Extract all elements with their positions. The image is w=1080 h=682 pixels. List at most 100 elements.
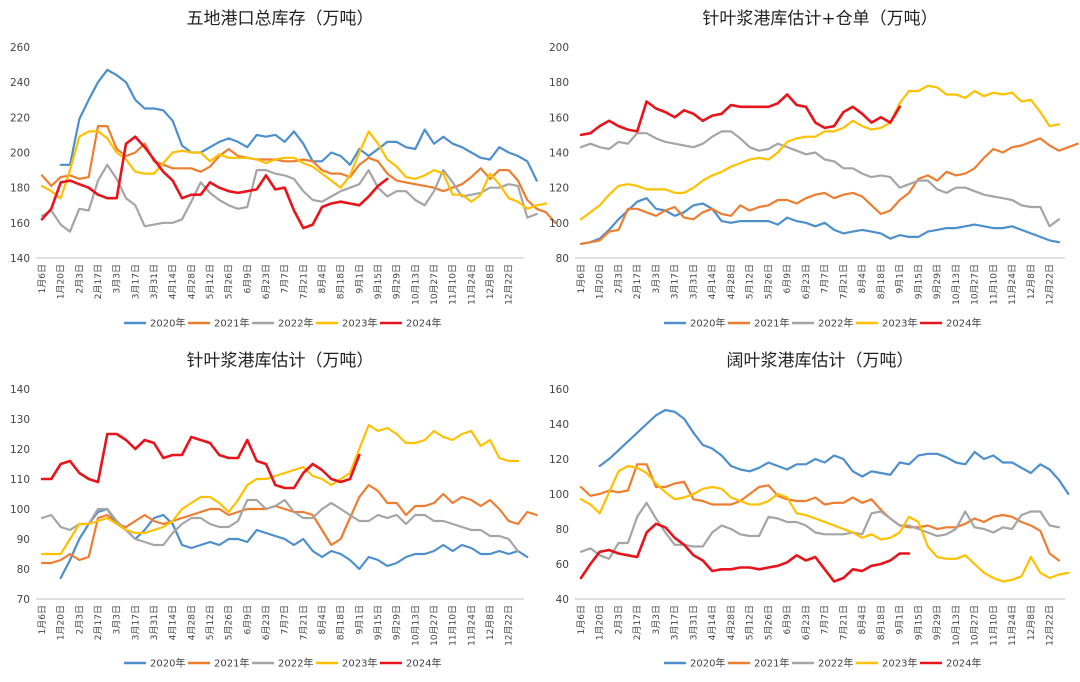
x-tick-label: 3月17日 (130, 605, 141, 640)
legend-label: 2022年 (278, 317, 313, 330)
x-tick-label: 10月27日 (970, 605, 981, 646)
x-tick-label: 2月3日 (74, 264, 85, 293)
x-tick-label: 10月27日 (970, 264, 981, 305)
y-tick-label: 120 (549, 454, 569, 466)
x-tick-label: 4月28日 (726, 605, 737, 640)
x-tick-label: 11月10日 (448, 605, 459, 646)
x-tick-label: 2月3日 (74, 605, 85, 634)
x-tick-label: 4月14日 (168, 264, 179, 299)
chart-panel-2: 针叶浆港库估计+仓单（万吨） 80 100 120 140 160 180 200 1月6日 1月… (549, 9, 1079, 330)
series-line-2021年 (579, 137, 1079, 245)
series-line-2023年 (579, 84, 1061, 221)
x-tick-label: 6月9日 (782, 605, 793, 634)
x-tick-label: 9月29日 (392, 264, 403, 299)
legend-label: 2020年 (150, 317, 185, 330)
x-tick-label: 1月6日 (37, 605, 48, 634)
x-tick-label: 5月12日 (745, 605, 756, 640)
y-tick-label: 160 (549, 112, 569, 124)
y-tick-label: 140 (10, 384, 30, 396)
x-tick-label: 3月17日 (130, 264, 141, 299)
x-tick-label: 4月14日 (168, 605, 179, 640)
x-tick-label: 9月29日 (932, 264, 943, 299)
x-tick-label: 7月7日 (820, 264, 831, 293)
x-tick-label: 1月20日 (56, 605, 67, 640)
x-tick-label: 8月18日 (876, 264, 887, 299)
x-tick-label: 8月18日 (876, 605, 887, 640)
legend-label: 2024年 (946, 317, 981, 330)
x-tick-label: 7月7日 (280, 264, 291, 293)
x-tick-label: 9月29日 (932, 605, 943, 640)
x-tick-label: 2月3日 (613, 605, 624, 634)
x-tick-label: 12月22日 (504, 264, 515, 305)
series-line-2020年 (59, 68, 538, 182)
y-tick-label: 100 (549, 489, 569, 501)
x-tick-label: 4月28日 (726, 264, 737, 299)
series-line-2023年 (40, 130, 548, 210)
x-tick-label: 3月3日 (651, 264, 662, 293)
y-tick-label: 140 (10, 253, 30, 265)
legend-item: 2024年 (380, 317, 441, 330)
x-tick-label: 3月31日 (688, 264, 699, 299)
x-tick-label: 12月22日 (1045, 605, 1056, 646)
series-line-2022年 (579, 130, 1061, 228)
y-tick-label: 220 (10, 112, 30, 124)
y-tick-label: 160 (10, 218, 30, 230)
x-tick-label: 8月4日 (857, 264, 868, 293)
legend-label: 2022年 (818, 317, 853, 330)
x-tick-label: 9月15日 (913, 605, 924, 640)
chart-title: 五地港口总库存（万吨） (187, 9, 374, 29)
legend-item: 2021年 (728, 657, 789, 670)
x-tick-label: 11月10日 (988, 605, 999, 646)
x-tick-label: 10月27日 (429, 605, 440, 646)
y-tick-label: 200 (549, 42, 569, 54)
chart-title: 针叶浆港库估计+仓单（万吨） (702, 9, 937, 29)
legend-item: 2023年 (316, 317, 377, 330)
legend-label: 2020年 (150, 657, 185, 670)
legend-label: 2024年 (406, 657, 441, 670)
x-tick-label: 12月8日 (485, 264, 496, 299)
legend-label: 2024年 (406, 317, 441, 330)
x-tick-label: 6月23日 (261, 264, 272, 299)
x-tick-label: 3月17日 (670, 605, 681, 640)
legend-item: 2024年 (920, 317, 981, 330)
y-tick-label: 60 (556, 559, 569, 571)
x-tick-label: 3月31日 (149, 264, 160, 299)
x-tick-label: 7月21日 (298, 264, 309, 299)
y-tick-label: 100 (549, 218, 569, 230)
chart-title: 针叶浆港库估计（万吨） (187, 351, 374, 371)
series-line-2022年 (579, 501, 1061, 560)
x-tick-label: 1月6日 (37, 264, 48, 293)
x-tick-label: 4月14日 (707, 605, 718, 640)
series-line-2024年 (579, 522, 911, 583)
x-tick-label: 8月18日 (336, 264, 347, 299)
y-tick-label: 100 (10, 504, 30, 516)
legend-item: 2021年 (188, 657, 249, 670)
legend-label: 2023年 (342, 657, 377, 670)
x-tick-label: 3月31日 (688, 605, 699, 640)
x-tick-label: 4月28日 (186, 605, 197, 640)
x-tick-label: 8月4日 (857, 605, 868, 634)
x-tick-label: 3月3日 (651, 605, 662, 634)
x-tick-label: 12月8日 (485, 605, 496, 640)
x-tick-label: 10月27日 (429, 264, 440, 305)
x-tick-label: 1月20日 (56, 264, 67, 299)
series-line-2024年 (579, 93, 902, 137)
y-tick-label: 240 (10, 77, 30, 89)
legend-label: 2020年 (690, 317, 725, 330)
legend-item: 2020年 (664, 317, 725, 330)
legend-item: 2023年 (856, 317, 917, 330)
x-tick-label: 7月7日 (280, 605, 291, 634)
y-tick-label: 260 (10, 42, 30, 54)
x-tick-label: 9月1日 (354, 264, 365, 293)
legend-label: 2020年 (690, 657, 725, 670)
x-tick-label: 8月4日 (317, 264, 328, 293)
x-tick-label: 9月1日 (895, 264, 906, 293)
x-tick-label: 7月7日 (820, 605, 831, 634)
series-line-2024年 (40, 135, 389, 230)
series-line-2021年 (40, 483, 538, 565)
chart-panel-4: 阔叶浆港库估计（万吨） 40 60 80 100 120 140 160 1月6日 1月20日 2月… (549, 351, 1070, 670)
y-tick-label: 40 (556, 594, 569, 606)
x-tick-label: 7月21日 (298, 605, 309, 640)
